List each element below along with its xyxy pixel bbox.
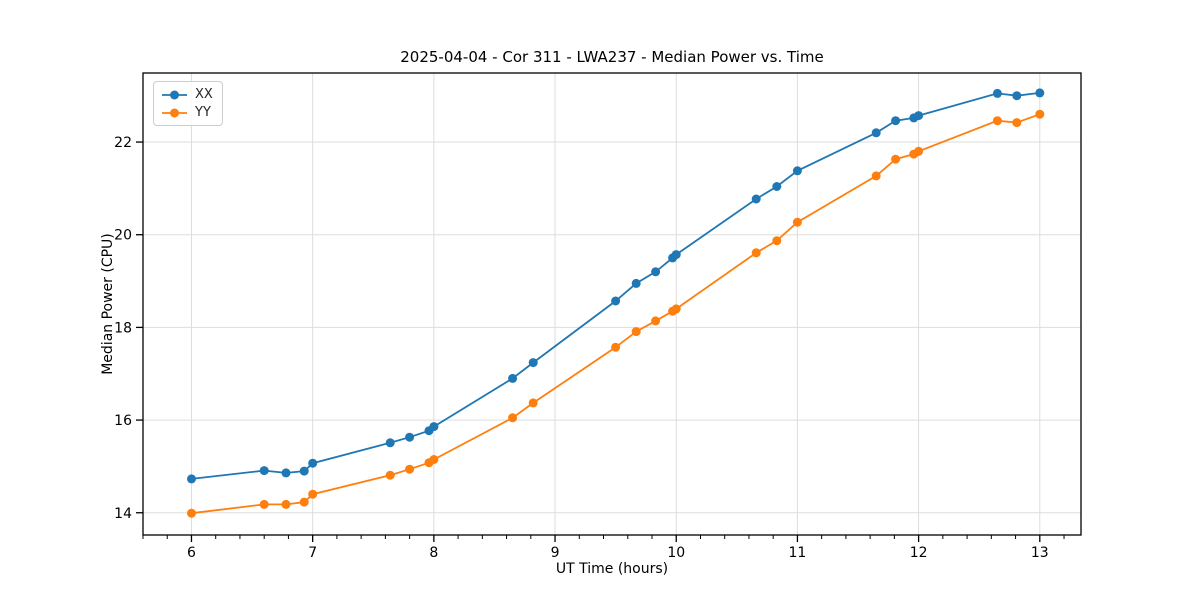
series-point-YY — [751, 248, 761, 258]
series-point-YY — [914, 146, 924, 156]
series-point-YY — [259, 499, 269, 509]
legend-label-yy: YY — [195, 105, 211, 120]
y-tick-label: 14 — [114, 506, 132, 522]
series-point-XX — [187, 474, 196, 484]
series-point-XX — [792, 166, 802, 176]
series-point-YY — [651, 316, 661, 326]
series-point-YY — [992, 116, 1002, 126]
legend-label-xx: XX — [195, 87, 213, 102]
series-point-YY — [405, 464, 415, 474]
series-point-YY — [187, 508, 196, 518]
series-point-XX — [1012, 91, 1022, 101]
series-point-XX — [429, 422, 439, 432]
x-tick-label: 9 — [551, 545, 560, 561]
series-point-XX — [751, 194, 761, 204]
series-point-XX — [308, 458, 318, 468]
series-point-XX — [281, 468, 291, 478]
y-tick-label: 16 — [114, 413, 132, 429]
chart-title: 2025-04-04 - Cor 311 - LWA237 - Median P… — [400, 48, 824, 66]
series-point-XX — [508, 373, 518, 383]
series-point-YY — [671, 304, 681, 314]
y-tick-label: 20 — [114, 228, 132, 244]
x-tick-label: 8 — [429, 545, 438, 561]
series-point-XX — [914, 111, 924, 121]
x-tick-label: 11 — [789, 545, 807, 561]
series-point-XX — [1035, 88, 1045, 98]
legend: XX YY — [153, 81, 223, 126]
series-point-YY — [299, 497, 309, 507]
series-point-YY — [871, 171, 881, 181]
series-line-YY — [191, 113, 1041, 515]
series-point-YY — [792, 217, 802, 227]
series-point-XX — [405, 432, 415, 442]
series-point-XX — [385, 438, 395, 448]
series-point-XX — [772, 182, 782, 191]
series-point-YY — [891, 154, 901, 164]
x-tick-label: 7 — [308, 545, 317, 561]
line-marker-icon-xx — [162, 90, 187, 99]
x-tick-label: 10 — [667, 545, 685, 561]
series-point-XX — [259, 466, 269, 476]
line-marker-icon-yy — [162, 108, 187, 117]
series-point-YY — [528, 398, 538, 408]
series-point-XX — [992, 88, 1002, 98]
series-point-YY — [281, 499, 291, 509]
y-tick-label: 22 — [114, 135, 132, 151]
series-point-YY — [772, 236, 782, 246]
series-point-XX — [299, 466, 309, 476]
series-point-XX — [891, 116, 901, 126]
x-tick-label: 12 — [910, 545, 928, 561]
series-point-XX — [611, 296, 621, 306]
y-tick-label: 18 — [114, 320, 132, 336]
x-tick-label: 6 — [187, 545, 196, 561]
series-point-YY — [1012, 118, 1022, 128]
series-point-YY — [611, 342, 621, 352]
series-point-YY — [631, 327, 641, 337]
axes-spines — [142, 72, 1082, 536]
series-point-YY — [429, 455, 439, 464]
series-point-YY — [385, 470, 395, 480]
x-axis-label: UT Time (hours) — [555, 561, 669, 577]
series-point-XX — [671, 250, 681, 260]
series-point-XX — [651, 267, 661, 277]
series-point-XX — [631, 278, 641, 288]
series-point-YY — [1035, 109, 1045, 119]
series-point-YY — [508, 413, 518, 423]
series-point-XX — [528, 358, 538, 368]
legend-item-xx: XX — [161, 87, 213, 102]
series-point-YY — [308, 489, 318, 499]
x-tick-label: 13 — [1031, 545, 1049, 561]
legend-item-yy: YY — [161, 105, 213, 120]
series-point-XX — [871, 128, 881, 138]
